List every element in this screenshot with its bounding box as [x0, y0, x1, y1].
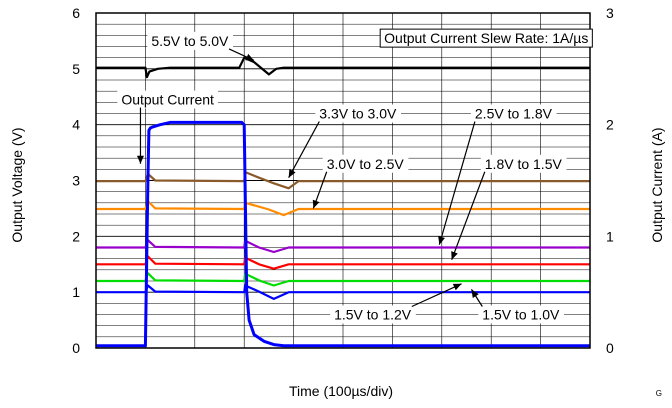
annotation-label: 3.3V to 3.0V [319, 106, 397, 122]
y2-tick-label: 3 [606, 5, 614, 21]
y-tick-label: 0 [72, 340, 80, 356]
y-ticks-left: 0 1 2 3 4 5 6 [72, 5, 80, 356]
series-line-7 [96, 120, 590, 348]
annotation-label: 1.5V to 1.0V [482, 307, 560, 323]
annotation-bg [379, 28, 593, 48]
annotation-label: 3.0V to 2.5V [327, 156, 405, 172]
annotation-arrow [288, 121, 320, 178]
annotation-bg [478, 305, 565, 324]
corner-label: G [656, 389, 662, 398]
annotation-arrowhead [452, 283, 462, 291]
annotation-bg [470, 104, 557, 123]
annotation-label: 1.8V to 1.5V [485, 156, 563, 172]
annotation-label: 1.5V to 1.2V [334, 307, 412, 323]
y2-tick-label: 1 [606, 228, 614, 244]
y2-axis-label: Output Current (A) [649, 127, 665, 242]
annotation-arrowhead [136, 155, 144, 164]
annotation-label: Output Current Slew Rate: 1A/µs [384, 30, 588, 46]
annotation-arrowhead [471, 289, 479, 299]
annotation-arrowhead [245, 53, 255, 61]
plot-frame [95, 12, 591, 349]
y-tick-label: 4 [72, 117, 80, 133]
series-lines [96, 56, 590, 348]
y-tick-label: 2 [72, 228, 80, 244]
annotation-arrowhead [288, 169, 296, 178]
annotation-label: 5.5V to 5.0V [151, 33, 229, 49]
annotation-bg [147, 31, 234, 50]
annotation-arrow [438, 121, 476, 245]
annotation-bg [117, 90, 219, 109]
y-tick-label: 6 [72, 5, 80, 21]
annotations: 5.5V to 5.0V Output Current Slew Rate: 1A… [117, 28, 593, 324]
y-ticks-right: 0 1 2 3 [606, 5, 614, 356]
x-axis-label: Time (100µs/div) [289, 383, 393, 399]
annotation-bg [315, 104, 402, 123]
annotation-bg [330, 305, 416, 324]
annotation-arrow [451, 171, 486, 260]
annotation-bg [480, 154, 567, 173]
y-tick-label: 5 [72, 61, 80, 77]
y2-tick-label: 0 [606, 340, 614, 356]
annotation-label: 2.5V to 1.8V [475, 106, 553, 122]
annotation-arrow [411, 283, 462, 308]
annotation-bg [322, 154, 409, 173]
annotation-label: Output Current [121, 92, 214, 108]
y-tick-label: 3 [72, 173, 80, 189]
annotation-arrowhead [451, 251, 458, 260]
annotation-arrowhead [438, 236, 445, 245]
y-axis-label: Output Voltage (V) [9, 127, 25, 242]
y-tick-label: 1 [72, 284, 80, 300]
y2-tick-label: 2 [606, 117, 614, 133]
annotation-arrowhead [312, 199, 320, 209]
series-line-0 [96, 56, 590, 79]
